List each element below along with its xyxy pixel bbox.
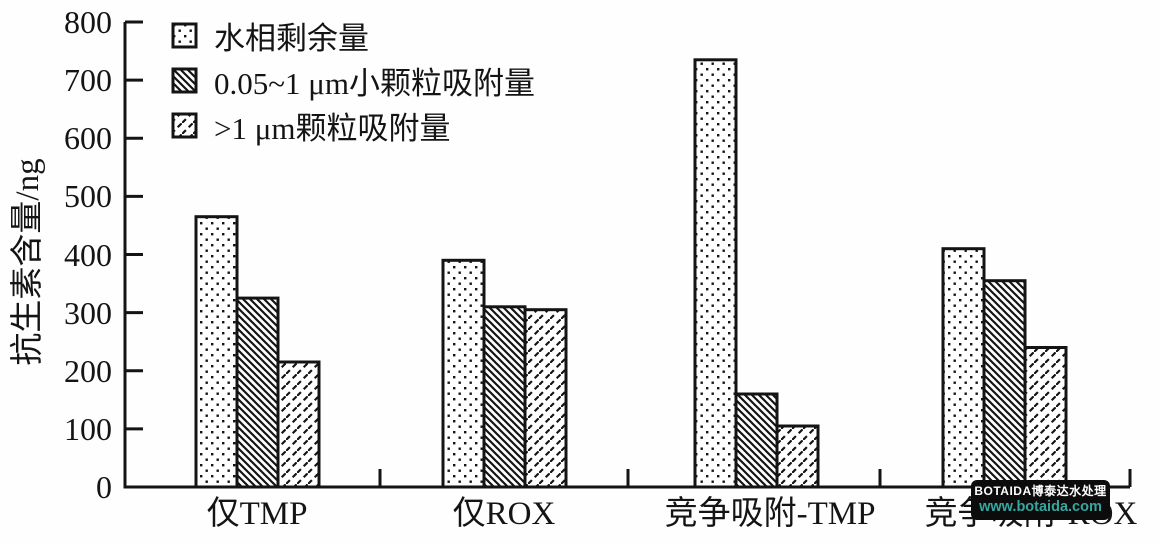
bar-g4-s3 xyxy=(1023,346,1068,489)
bar-g2-s2 xyxy=(482,305,527,489)
bar-g2-s1 xyxy=(441,258,486,489)
x-category-label-3: 竞争吸附-TMP xyxy=(664,496,876,532)
axis-frame xyxy=(123,22,1130,489)
x-category-label-2: 仅ROX xyxy=(452,496,556,532)
bar-g3-s1 xyxy=(693,58,738,489)
y-tick-label-200: 200 xyxy=(64,352,112,389)
y-tick-label-100: 100 xyxy=(64,410,112,447)
diagonal-hatch-pattern-swatch-icon xyxy=(171,67,198,94)
bar-g3-s3 xyxy=(775,424,820,489)
y-tick-label-400: 400 xyxy=(64,236,112,273)
legend-label: >1 μm颗粒吸附量 xyxy=(214,111,451,146)
bar-g1-s3 xyxy=(276,360,321,489)
legend-item-aqueous-residual: 水相剩余量 xyxy=(171,13,535,58)
diagonal-dash-pattern-swatch-icon xyxy=(171,112,198,139)
watermark-badge: BOTAIDA博泰达水处理 www.botaida.com xyxy=(971,480,1110,520)
watermark-url: www.botaida.com xyxy=(979,499,1102,515)
dots-pattern-swatch-icon xyxy=(171,22,198,49)
y-tick-label-700: 700 xyxy=(64,62,112,99)
y-tick-label-300: 300 xyxy=(64,294,112,331)
legend: 水相剩余量 0.05~1 μm小颗粒吸附量 >1 μm颗粒吸附量 xyxy=(171,13,535,148)
bar-g3-s2 xyxy=(734,392,779,489)
legend-label: 水相剩余量 xyxy=(214,21,369,56)
axes-layer xyxy=(123,20,1132,489)
legend-item-small-particle-adsorption: 0.05~1 μm小颗粒吸附量 xyxy=(171,58,535,103)
legend-item-large-particle-adsorption: >1 μm颗粒吸附量 xyxy=(171,103,535,148)
legend-label: 0.05~1 μm小颗粒吸附量 xyxy=(214,66,536,101)
bars-layer xyxy=(194,58,1068,489)
bar-g1-s1 xyxy=(194,215,239,489)
y-tick-label-600: 600 xyxy=(64,120,112,157)
bar-g4-s1 xyxy=(941,247,986,489)
bar-g1-s2 xyxy=(235,296,280,489)
y-tick-label-800: 800 xyxy=(64,4,112,40)
x-category-label-1: 仅TMP xyxy=(206,496,308,532)
watermark-title: BOTAIDA博泰达水处理 xyxy=(974,484,1107,498)
bar-g2-s3 xyxy=(523,308,568,489)
y-tick-label-0: 0 xyxy=(96,469,112,505)
y-tick-label-500: 500 xyxy=(64,178,112,215)
bar-g4-s2 xyxy=(982,279,1027,489)
